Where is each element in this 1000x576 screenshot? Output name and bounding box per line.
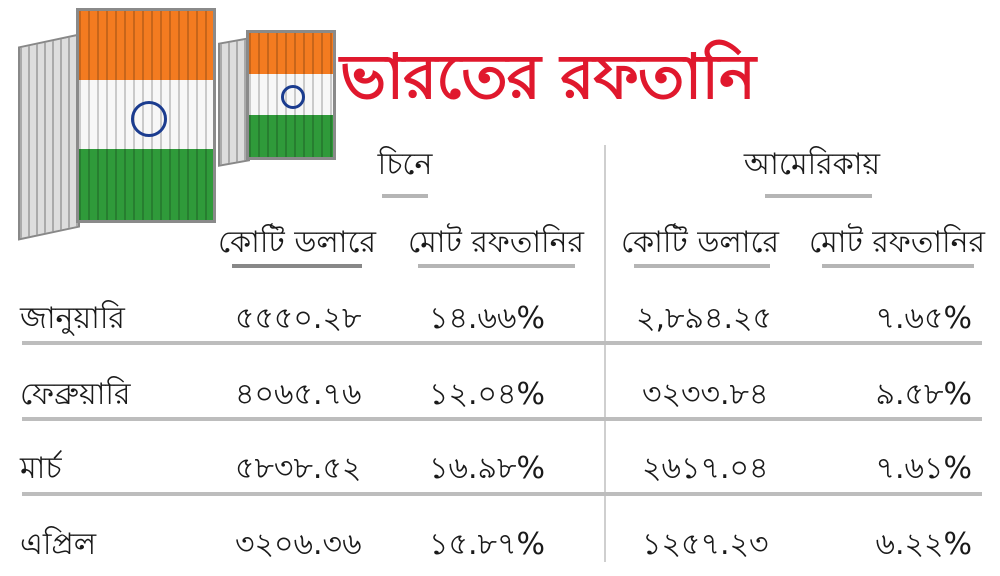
month-label: মার্চ	[20, 451, 62, 486]
china-crore-value: ৪০৬৫.৭৬	[235, 377, 362, 412]
col-header-america-crore: কোটি ডলারে	[620, 225, 780, 260]
month-label: ফেব্রুয়ারি	[20, 377, 131, 412]
america-crore-value: ২,৮৯৪.২৫	[636, 301, 772, 336]
china-crore-value: ৫৫৫০.২৮	[235, 301, 362, 336]
china-share-value: ১২.০৪%	[429, 377, 545, 412]
col-header-china-crore: কোটি ডলারে	[217, 225, 377, 260]
table-row: এপ্রিল ৩২০৬.৩৬ ১৫.৮৭% ১২৫৭.২৩ ৬.২২%	[0, 506, 1000, 576]
month-label: এপ্রিল	[20, 527, 97, 562]
america-crore-value: ১২৫৭.২৩	[642, 527, 769, 562]
america-share-value: ৭.৬১%	[875, 451, 972, 486]
china-share-value: ১৫.৮৭%	[429, 527, 545, 562]
china-share-value: ১৪.৬৬%	[429, 301, 545, 336]
america-share-value: ৬.২২%	[875, 527, 972, 562]
china-crore-value: ৫৮৩৮.৫২	[235, 451, 362, 486]
flag-container-large	[76, 8, 216, 223]
america-share-value: ৯.৫৮%	[875, 377, 972, 412]
china-crore-value: ৩২০৬.৩৬	[235, 527, 362, 562]
ashoka-chakra-icon	[281, 85, 305, 109]
container-side	[18, 33, 80, 241]
row-separator	[22, 417, 982, 421]
table-row: মার্চ ৫৮৩৮.৫২ ১৬.৯৮% ২৬১৭.০৪ ৭.৬১%	[0, 430, 1000, 500]
containers-illustration	[0, 0, 340, 245]
group-header-america: আমেরিকায়	[743, 147, 881, 182]
row-separator	[22, 341, 982, 345]
group-header-china: চিনে	[377, 147, 433, 182]
page-title: ভারতের রফতানি	[340, 40, 756, 113]
col-header-america-share: মোট রফতানির	[808, 225, 986, 260]
underline	[232, 264, 362, 268]
america-crore-value: ২৬১৭.০৪	[642, 451, 769, 486]
underline	[382, 194, 428, 198]
ashoka-chakra-icon	[131, 101, 167, 137]
month-label: জানুয়ারি	[20, 301, 125, 336]
china-share-value: ১৬.৯৮%	[429, 451, 545, 486]
flag-container-small	[246, 30, 336, 160]
table-row: জানুয়ারি ৫৫৫০.২৮ ১৪.৬৬% ২,৮৯৪.২৫ ৭.৬৫%	[0, 280, 1000, 350]
underline	[418, 264, 575, 268]
column-divider	[604, 145, 606, 562]
col-header-china-share: মোট রফতানির	[407, 225, 585, 260]
table-row: ফেব্রুয়ারি ৪০৬৫.৭৬ ১২.০৪% ৩২৩৩.৮৪ ৯.৫৮%	[0, 356, 1000, 426]
row-separator	[22, 492, 982, 496]
america-share-value: ৭.৬৫%	[875, 301, 972, 336]
underline	[822, 264, 974, 268]
underline	[634, 264, 770, 268]
underline	[765, 194, 872, 198]
america-crore-value: ৩২৩৩.৮৪	[642, 377, 769, 412]
